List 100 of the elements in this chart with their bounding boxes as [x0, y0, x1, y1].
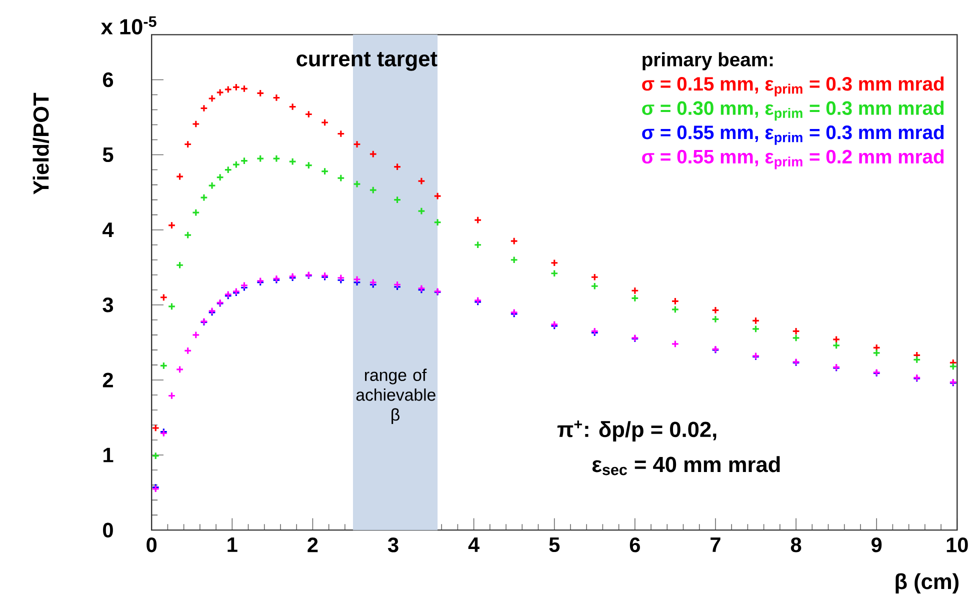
- point: [184, 140, 192, 148]
- point: [752, 324, 760, 333]
- y-axis-title: Yield/POT: [32, 92, 50, 194]
- x-tick-label: 3: [388, 537, 398, 552]
- point: [353, 275, 361, 284]
- y-tick-label: 0: [103, 522, 113, 538]
- point: [417, 176, 426, 185]
- point: [353, 140, 361, 148]
- point: [336, 130, 345, 138]
- point: [630, 294, 639, 302]
- x-tick-label: 4: [468, 537, 480, 552]
- point: [671, 340, 680, 348]
- text: σ = 0.15 mm, ε$_{prim}$ = 0.3 mm mrad: [642, 76, 944, 96]
- point: [474, 216, 482, 224]
- point: [590, 273, 599, 281]
- x-tick-label: 9: [872, 537, 882, 552]
- point: [272, 94, 280, 102]
- point: [590, 282, 599, 290]
- annotation: π$^{+}$: δp/p = 0.02,: [557, 420, 716, 442]
- point: [240, 281, 248, 290]
- point: [152, 452, 160, 460]
- point: [176, 261, 184, 269]
- point: [168, 302, 176, 310]
- point: [393, 280, 402, 288]
- point: [393, 196, 402, 204]
- point: [224, 166, 232, 174]
- x-tick-label: 6: [630, 537, 640, 552]
- point: [176, 172, 184, 180]
- point: [240, 84, 248, 93]
- point: [832, 335, 840, 344]
- point: [256, 154, 264, 162]
- point: [208, 181, 216, 190]
- point: [184, 230, 192, 239]
- point: [872, 344, 881, 352]
- point: [474, 240, 482, 249]
- point: [671, 297, 680, 305]
- point: [434, 192, 442, 200]
- point: [160, 362, 168, 370]
- point: [192, 208, 200, 216]
- point: [832, 341, 840, 350]
- point: [792, 327, 800, 335]
- annotation: ε$_{sec}$ = 40 mm mrad: [592, 456, 780, 476]
- point: [949, 362, 958, 370]
- point: [288, 102, 297, 111]
- x-tick-label: 1: [228, 537, 238, 552]
- band-label: range of achievable β: [356, 368, 436, 424]
- point: [550, 258, 558, 267]
- point: [216, 173, 224, 182]
- point: [369, 150, 378, 158]
- y-tick-label: 6: [102, 72, 114, 87]
- text: σ = 0.30 mm, ε$_{prim}$ = 0.3 mm mrad: [642, 100, 944, 120]
- point: [320, 167, 329, 176]
- y-tick-label: 1: [104, 448, 114, 462]
- y-tick-label: 4: [102, 222, 114, 237]
- point: [216, 88, 224, 96]
- y-tick-label: 2: [102, 372, 113, 388]
- point: [232, 83, 240, 92]
- point: [176, 365, 184, 374]
- point: [630, 286, 639, 294]
- point: [792, 334, 800, 342]
- point: [671, 305, 680, 314]
- point: [353, 180, 361, 188]
- x-tick-label: 8: [790, 537, 802, 552]
- point: [168, 221, 176, 230]
- x-axis-title: β (cm): [896, 573, 958, 594]
- point: [240, 156, 248, 165]
- x-tick-label: 2: [308, 537, 318, 552]
- point: [152, 424, 160, 432]
- text: σ = 0.55 mm, ε$_{prim}$ = 0.2 mm mrad: [642, 149, 944, 170]
- point: [417, 206, 426, 215]
- point: [192, 120, 200, 128]
- point: [912, 356, 921, 364]
- point: [434, 218, 442, 226]
- x-tick-label: 0: [146, 537, 157, 552]
- legend-title: primary beam:: [642, 52, 773, 70]
- x-tick-label: 5: [549, 537, 560, 552]
- point: [184, 346, 192, 354]
- point: [208, 94, 216, 102]
- point: [232, 160, 240, 168]
- x-tick-label: 10: [946, 537, 968, 552]
- point: [510, 256, 518, 264]
- point: [336, 274, 345, 282]
- point: [288, 157, 297, 166]
- text: σ = 0.55 mm, ε$_{prim}$ = 0.3 mm mrad: [642, 124, 944, 145]
- point: [200, 193, 208, 202]
- point: [510, 236, 518, 245]
- point: [752, 316, 760, 324]
- y-tick-label: 5: [102, 147, 114, 162]
- point: [712, 315, 720, 323]
- point: [712, 306, 720, 314]
- x-tick-label: 7: [710, 537, 720, 552]
- point: [336, 174, 345, 182]
- point: [192, 330, 200, 339]
- point: [160, 293, 168, 302]
- point: [224, 85, 232, 94]
- point: [200, 104, 208, 112]
- point: [369, 278, 378, 286]
- point: [872, 348, 881, 357]
- point: [304, 161, 313, 170]
- point: [256, 89, 264, 98]
